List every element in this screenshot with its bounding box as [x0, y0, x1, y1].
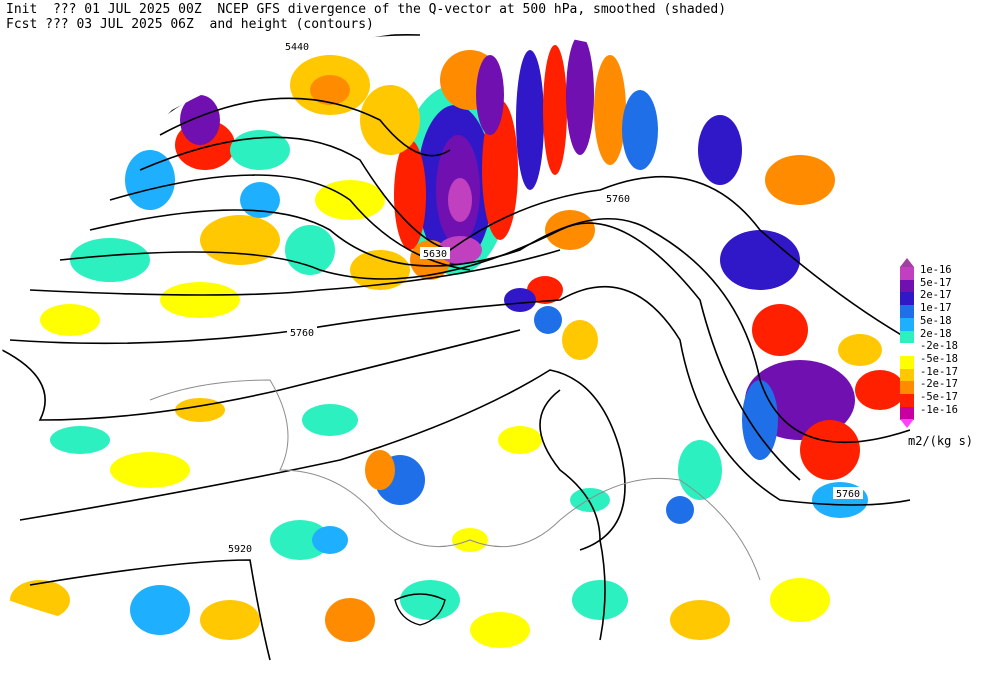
header-init-line: Init ??? 01 JUL 2025 00Z NCEP GFS diverg…	[6, 2, 727, 17]
legend-swatch	[900, 355, 914, 370]
legend-label: -1e-16	[920, 403, 958, 416]
legend-swatch	[900, 305, 914, 319]
legend-label: -1e-17	[920, 365, 958, 378]
contour-labels: 5440 5630 5760 5760 5760 5920	[225, 40, 863, 555]
legend-swatch	[900, 406, 914, 420]
coastline-outline-sicily	[394, 593, 446, 626]
legend-label: 1e-17	[920, 302, 952, 315]
contour-label: 5760	[606, 194, 630, 205]
legend-label: 1e-16	[920, 264, 952, 276]
contour-label: 5440	[285, 42, 309, 53]
legend-swatch	[900, 267, 914, 281]
height-contours	[2, 34, 910, 661]
header-forecast-line: Fcst ??? 03 JUL 2025 06Z and height (con…	[6, 17, 374, 32]
legend-swatch	[900, 330, 914, 344]
contour-label: 5760	[836, 489, 860, 500]
legend-swatch	[900, 279, 914, 293]
legend-top-arrow	[900, 258, 914, 267]
legend-swatch	[900, 317, 914, 331]
legend-label: -2e-18	[920, 340, 958, 353]
legend-swatch	[900, 368, 914, 382]
legend-swatch	[900, 343, 914, 357]
legend-units: m2/(kg s)	[908, 434, 974, 448]
legend-label: 5e-17	[920, 276, 952, 289]
contour-label: 5630	[423, 249, 447, 260]
legend-label: 2e-18	[920, 327, 952, 340]
legend-label: -2e-17	[920, 378, 958, 391]
legend-label: 2e-17	[920, 289, 952, 302]
legend-label: 5e-18	[920, 314, 952, 327]
legend-label: -5e-18	[920, 352, 958, 365]
legend-label: -5e-17	[920, 391, 958, 403]
coastline-outline	[149, 379, 761, 581]
legend-bottom-arrow	[900, 419, 914, 429]
contour-label: 5920	[228, 544, 252, 555]
legend-swatch	[900, 381, 914, 395]
contour-label: 5760	[290, 328, 314, 339]
legend-swatch	[900, 292, 914, 306]
legend-swatch	[900, 394, 914, 408]
